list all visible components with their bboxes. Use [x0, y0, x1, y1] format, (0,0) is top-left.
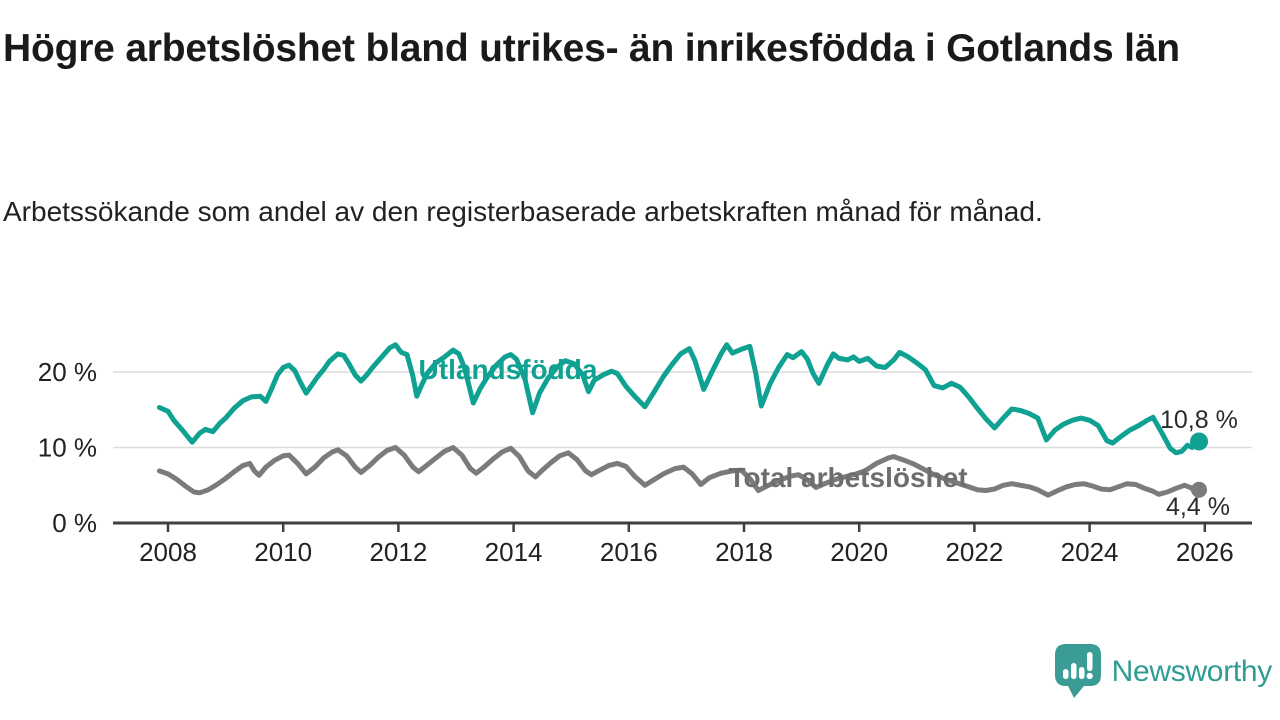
- x-tick-label-2026: 2026: [1176, 537, 1234, 567]
- x-tick-label-2014: 2014: [485, 537, 543, 567]
- y-tick-label-0: 0 %: [52, 508, 97, 538]
- end-value-label-utlandsfodda: 10,8 %: [1160, 406, 1238, 434]
- x-axis: [113, 521, 1252, 532]
- x-tick-label-2016: 2016: [600, 537, 658, 567]
- brand-footer: Newsworthy: [1054, 642, 1272, 702]
- series-annotations: 10,8 % Utlandsfödda 4,4 % Total arbetslöshe…: [419, 354, 1238, 521]
- y-tick-label-20: 20 %: [38, 357, 97, 387]
- exclamation-glyph: [1086, 652, 1093, 680]
- series-end-dot-total: [1191, 481, 1208, 498]
- y-tick-label-10: 10 %: [38, 433, 97, 463]
- x-tick-label-2022: 2022: [945, 537, 1003, 567]
- x-axis-tick-labels: 2008 2010 2012 2014 2016 2018 2020 2022 2024 2026: [139, 537, 1234, 567]
- data-series: [156, 342, 1209, 498]
- series-line-utlandsfodda: [156, 342, 1202, 456]
- bar-chart-glyph: [1062, 663, 1085, 679]
- series-name-label-total: Total arbetslöshet: [728, 462, 967, 493]
- end-value-label-total: 4,4 %: [1166, 493, 1230, 521]
- x-tick-label-2010: 2010: [254, 537, 312, 567]
- newsworthy-logo-icon: [1054, 644, 1101, 698]
- x-tick-label-2018: 2018: [715, 537, 773, 567]
- x-tick-label-2008: 2008: [139, 537, 197, 567]
- x-tick-label-2020: 2020: [830, 537, 888, 567]
- y-axis-tick-labels: 0 % 10 % 20 %: [38, 357, 97, 538]
- series-end-dot-utlandsfodda: [1190, 432, 1209, 451]
- series-line-total: [156, 445, 1202, 498]
- gridlines: [113, 371, 1252, 449]
- series-name-label-utlandsfodda: Utlandsfödda: [419, 354, 598, 385]
- page-title: Högre arbetslöshet bland utrikes- än inr…: [3, 27, 1180, 70]
- x-tick-label-2024: 2024: [1061, 537, 1119, 567]
- brand-name: Newsworthy: [1111, 655, 1273, 688]
- x-tick-label-2012: 2012: [369, 537, 427, 567]
- speech-bubble-shape: [1054, 644, 1101, 698]
- chart-subtitle: Arbetssökande som andel av den registerb…: [3, 196, 1043, 227]
